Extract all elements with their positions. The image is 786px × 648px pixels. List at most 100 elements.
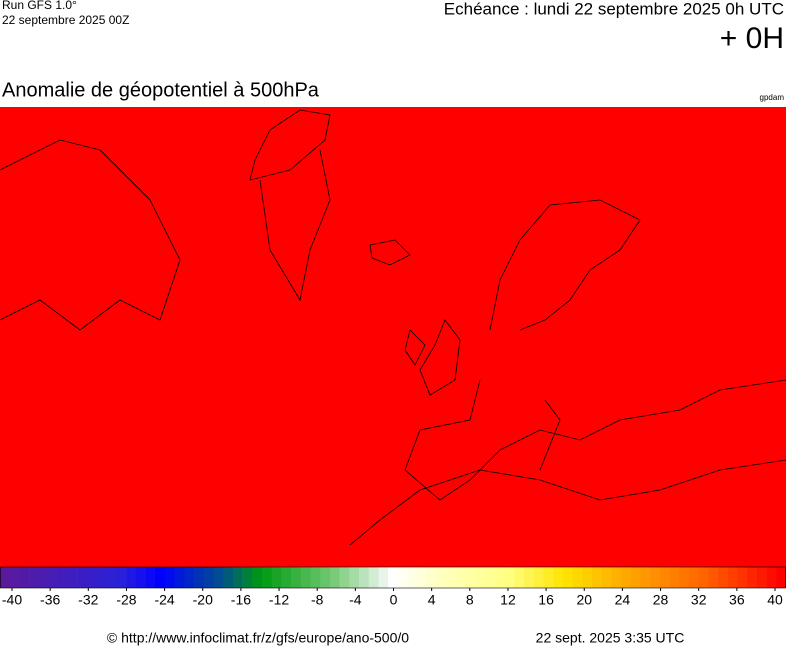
- colorbar-swatch: [630, 567, 641, 588]
- colorbar-swatch: [611, 567, 622, 588]
- colorbar-tick-label: 16: [538, 592, 554, 608]
- colorbar-swatch: [164, 567, 175, 588]
- colorbar-swatch: [213, 567, 224, 588]
- colorbar-swatch: [271, 567, 282, 588]
- colorbar-tick-label: 0: [390, 592, 398, 608]
- colorbar-swatch: [106, 567, 117, 588]
- run-date: 22 septembre 2025 00Z: [2, 13, 129, 27]
- colorbar-swatch: [397, 567, 408, 588]
- colorbar-swatch: [87, 567, 98, 588]
- colorbar-swatch: [388, 567, 399, 588]
- colorbar-swatch: [184, 567, 195, 588]
- colorbar-swatch: [58, 567, 69, 588]
- colorbar-tick-label: -28: [116, 592, 136, 608]
- colorbar-swatch: [426, 567, 437, 588]
- colorbar-swatch: [669, 567, 680, 588]
- colorbar-swatch: [582, 567, 593, 588]
- colorbar-swatch: [9, 567, 20, 588]
- colorbar-swatch: [349, 567, 360, 588]
- colorbar-swatch: [679, 567, 690, 588]
- colorbar-swatch: [436, 567, 447, 588]
- colorbar-swatch: [456, 567, 467, 588]
- colorbar-swatch: [591, 567, 602, 588]
- colorbar-tick-label: 32: [691, 592, 707, 608]
- colorbar-swatch: [494, 567, 505, 588]
- colorbar-swatch: [145, 567, 156, 588]
- colorbar-swatch: [766, 567, 777, 588]
- colorbar-swatch: [524, 567, 535, 588]
- colorbar-tick-label: 20: [576, 592, 592, 608]
- source-url: © http://www.infoclimat.fr/z/gfs/europe/…: [107, 630, 409, 646]
- colorbar-swatch: [252, 567, 263, 588]
- colorbar-swatch: [29, 567, 40, 588]
- colorbar-swatch: [194, 567, 205, 588]
- colorbar-tick-label: -20: [193, 592, 213, 608]
- colorbar-swatch: [262, 567, 273, 588]
- colorbar-swatch: [708, 567, 719, 588]
- colorbar-tick-label: 40: [767, 592, 783, 608]
- colorbar-swatch: [640, 567, 651, 588]
- colorbar-swatch: [601, 567, 612, 588]
- colorbar-tick-label: -40: [2, 592, 22, 608]
- colorbar-swatch: [320, 567, 331, 588]
- colorbar-swatch: [562, 567, 573, 588]
- colorbar-tick-label: -32: [78, 592, 98, 608]
- colorbar-swatch: [727, 567, 738, 588]
- map-field: [0, 107, 786, 567]
- colorbar-swatch: [572, 567, 583, 588]
- colorbar-swatch: [553, 567, 564, 588]
- colorbar-tick-label: -8: [311, 592, 324, 608]
- colorbar-swatch: [242, 567, 253, 588]
- colorbar-swatch: [339, 567, 350, 588]
- colorbar-swatch: [359, 567, 370, 588]
- colorbar-swatch: [310, 567, 321, 588]
- colorbar-swatch: [533, 567, 544, 588]
- colorbar-swatch: [155, 567, 166, 588]
- colorbar-tick-label: 4: [428, 592, 436, 608]
- colorbar-swatch: [329, 567, 340, 588]
- generated-time: 22 sept. 2025 3:35 UTC: [536, 630, 685, 646]
- valid-time: Echéance : lundi 22 septembre 2025 0h UT…: [444, 0, 784, 18]
- colorbar-swatch: [368, 567, 379, 588]
- colorbar-swatch: [650, 567, 661, 588]
- unit-label: gpdam: [760, 93, 785, 102]
- colorbar-swatch: [756, 567, 767, 588]
- colorbar-swatch: [300, 567, 311, 588]
- colorbar-swatch: [38, 567, 49, 588]
- colorbar-swatch: [67, 567, 78, 588]
- colorbar-swatch: [232, 567, 243, 588]
- colorbar-swatch: [223, 567, 234, 588]
- colorbar-swatch: [543, 567, 554, 588]
- colorbar-swatch: [97, 567, 108, 588]
- lead-time: + 0H: [720, 22, 784, 55]
- colorbar-swatch: [747, 567, 758, 588]
- colorbar-swatch: [417, 567, 428, 588]
- colorbar-swatch: [126, 567, 137, 588]
- colorbar-swatch: [698, 567, 709, 588]
- colorbar-tick-label: 12: [500, 592, 516, 608]
- colorbar-tick-label: 28: [653, 592, 669, 608]
- colorbar-swatch: [485, 567, 496, 588]
- colorbar-swatch: [281, 567, 292, 588]
- colorbar-swatch: [0, 567, 11, 588]
- colorbar-tick-label: -4: [349, 592, 362, 608]
- colorbar-swatch: [77, 567, 88, 588]
- colorbar-tick-label: 36: [729, 592, 745, 608]
- colorbar-swatch: [465, 567, 476, 588]
- colorbar-tick-label: -16: [231, 592, 251, 608]
- colorbar-swatch: [19, 567, 30, 588]
- colorbar-swatch: [621, 567, 632, 588]
- colorbar-swatch: [116, 567, 127, 588]
- colorbar-swatch: [718, 567, 729, 588]
- colorbar-tick-label: -24: [154, 592, 174, 608]
- colorbar-swatch: [407, 567, 418, 588]
- colorbar-swatch: [378, 567, 389, 588]
- colorbar-swatch: [659, 567, 670, 588]
- colorbar-swatch: [135, 567, 146, 588]
- colorbar-swatch: [174, 567, 185, 588]
- colorbar-swatch: [776, 567, 786, 588]
- colorbar-tick-label: 24: [615, 592, 631, 608]
- colorbar-swatch: [475, 567, 486, 588]
- colorbar-swatch: [203, 567, 214, 588]
